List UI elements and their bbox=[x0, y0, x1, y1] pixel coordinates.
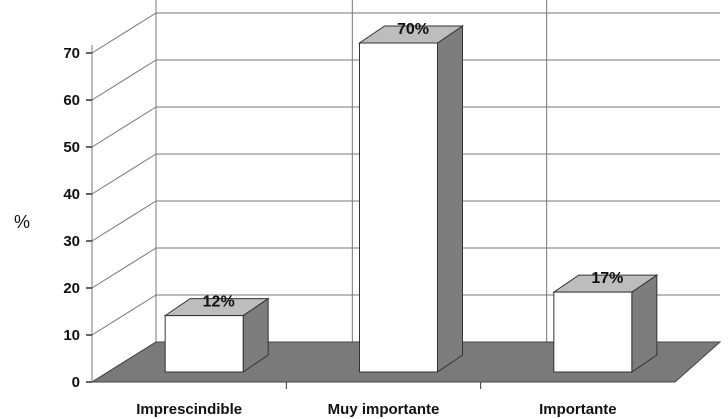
category-label: Imprescindible bbox=[136, 401, 242, 418]
y-tick-label: 30 bbox=[63, 233, 80, 250]
x-axis-categories: Imprescindible Muy importante Importante bbox=[136, 401, 616, 418]
data-labels: 12% 70% 17% bbox=[203, 21, 624, 311]
bar bbox=[357, 25, 465, 373]
bar-side bbox=[437, 25, 463, 373]
gridline-diagonal bbox=[91, 59, 157, 101]
gridline-diagonal bbox=[91, 153, 157, 195]
y-tick-label: 10 bbox=[63, 327, 80, 344]
bar-front bbox=[553, 291, 633, 373]
gridline-diagonal bbox=[91, 12, 157, 54]
bars-layer bbox=[163, 25, 659, 373]
data-label: 17% bbox=[591, 270, 623, 287]
gridline-diagonal bbox=[91, 294, 157, 336]
y-tick-label: 60 bbox=[63, 92, 80, 109]
bar bbox=[163, 297, 270, 373]
bar bbox=[552, 274, 659, 373]
y-axis-ticks: 0 10 20 30 40 50 60 70 bbox=[63, 45, 92, 391]
gridline-diagonal bbox=[91, 200, 157, 242]
bar-front bbox=[359, 42, 438, 373]
y-tick-label: 20 bbox=[63, 280, 80, 297]
y-tick-label: 0 bbox=[72, 374, 80, 391]
gridline-diagonal bbox=[91, 106, 157, 148]
data-label: 12% bbox=[203, 294, 235, 311]
y-tick-label: 40 bbox=[63, 186, 80, 203]
y-tick-label: 70 bbox=[63, 45, 80, 62]
gridline-diagonal bbox=[91, 247, 157, 289]
y-tick-label: 50 bbox=[63, 139, 80, 156]
category-label: Importante bbox=[539, 401, 617, 418]
y-axis-label: % bbox=[14, 212, 30, 232]
data-label: 70% bbox=[397, 21, 429, 38]
bar-front bbox=[164, 315, 244, 373]
category-label: Muy importante bbox=[328, 401, 440, 418]
